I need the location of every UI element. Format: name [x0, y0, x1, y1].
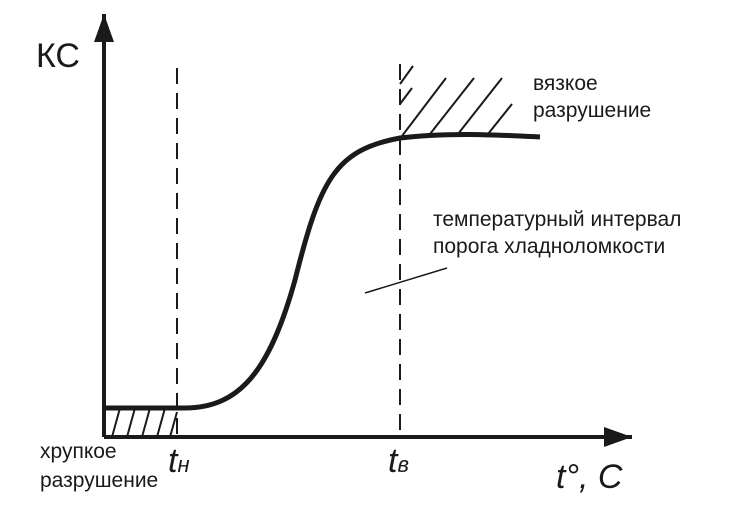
annotation: температурный интервал — [433, 208, 681, 231]
y-label: КС — [36, 37, 80, 75]
curve — [104, 131, 541, 411]
x-arrow — [604, 427, 632, 447]
annotation: разрушение — [533, 99, 651, 122]
annotation: хрупкое — [40, 440, 117, 463]
leader-line — [364, 267, 448, 294]
x-label: t°, C — [556, 458, 623, 496]
annotation: разрушение — [40, 469, 158, 492]
brittle-hatch — [111, 407, 178, 438]
graphics — [94, 14, 632, 447]
y-arrow — [94, 14, 114, 42]
annotation: вязкое — [533, 72, 598, 95]
marker: tн — [168, 442, 190, 480]
marker: tв — [388, 442, 409, 480]
annotation: порога хладноломкости — [433, 235, 665, 258]
ductile-hatch — [399, 65, 513, 137]
